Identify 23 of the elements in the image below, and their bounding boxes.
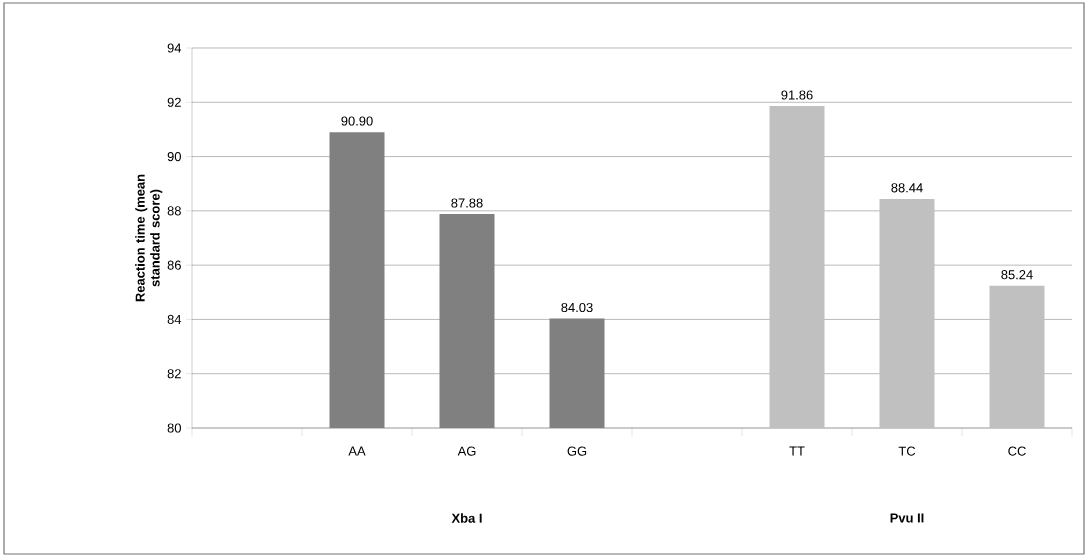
data-label: 84.03 [561, 302, 593, 313]
data-label: 85.24 [1001, 270, 1033, 280]
y-tick-label: 90 [167, 151, 181, 162]
data-label: 90.90 [341, 116, 373, 126]
y-tick-label: 94 [167, 43, 182, 53]
y-axis-title: Reaction time (mean standard score) [135, 174, 163, 302]
y-tick-label: 86 [167, 260, 181, 270]
y-tick-label: 84 [167, 314, 182, 325]
text: Xba I [451, 513, 482, 523]
y-tick-label: 92 [167, 97, 181, 107]
data-label: 88.44 [891, 183, 923, 193]
x-tick-label: TC [898, 446, 916, 456]
y-tick-label: 82 [167, 369, 181, 379]
x-tick-label: AA [348, 446, 366, 456]
data-label: 87.88 [451, 198, 483, 208]
data-label: 91.86 [781, 90, 813, 100]
y-tick-label: 80 [167, 423, 181, 433]
y-tick-label: 88 [167, 206, 181, 216]
x-tick-label: CC [1008, 446, 1026, 456]
x-tick-label: GG [567, 446, 587, 456]
x-tick-label: AG [457, 446, 476, 456]
text: Pvu II [890, 513, 924, 523]
x-tick-label: TT [789, 446, 805, 456]
